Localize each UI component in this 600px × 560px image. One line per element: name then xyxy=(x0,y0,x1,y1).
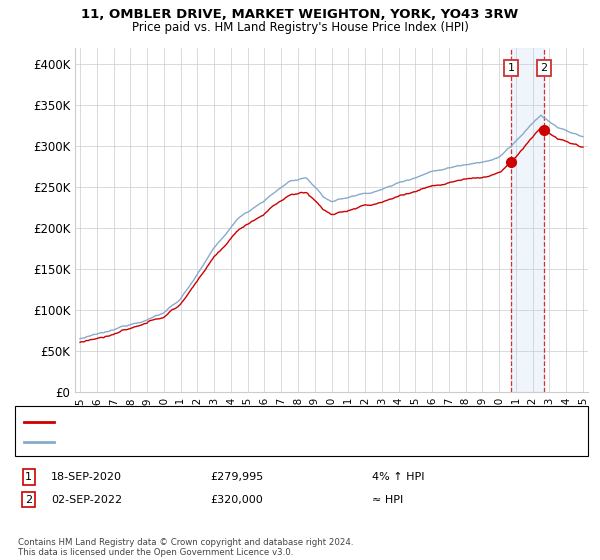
Text: Price paid vs. HM Land Registry's House Price Index (HPI): Price paid vs. HM Land Registry's House … xyxy=(131,21,469,34)
Text: HPI: Average price, detached house, East Riding of Yorkshire: HPI: Average price, detached house, East… xyxy=(60,437,376,447)
Text: 4% ↑ HPI: 4% ↑ HPI xyxy=(372,472,425,482)
Text: 18-SEP-2020: 18-SEP-2020 xyxy=(51,472,122,482)
Text: 2: 2 xyxy=(25,494,32,505)
Text: £279,995: £279,995 xyxy=(210,472,263,482)
Bar xyxy=(511,48,544,392)
Text: 11, OMBLER DRIVE, MARKET WEIGHTON, YORK, YO43 3RW (detached house): 11, OMBLER DRIVE, MARKET WEIGHTON, YORK,… xyxy=(60,417,459,427)
Text: 02-SEP-2022: 02-SEP-2022 xyxy=(51,494,122,505)
Text: 1: 1 xyxy=(508,63,515,73)
Text: ≈ HPI: ≈ HPI xyxy=(372,494,403,505)
Text: 2: 2 xyxy=(541,63,547,73)
Text: 1: 1 xyxy=(25,472,32,482)
Text: 11, OMBLER DRIVE, MARKET WEIGHTON, YORK, YO43 3RW: 11, OMBLER DRIVE, MARKET WEIGHTON, YORK,… xyxy=(82,8,518,21)
Text: £320,000: £320,000 xyxy=(210,494,263,505)
Text: Contains HM Land Registry data © Crown copyright and database right 2024.
This d: Contains HM Land Registry data © Crown c… xyxy=(18,538,353,557)
